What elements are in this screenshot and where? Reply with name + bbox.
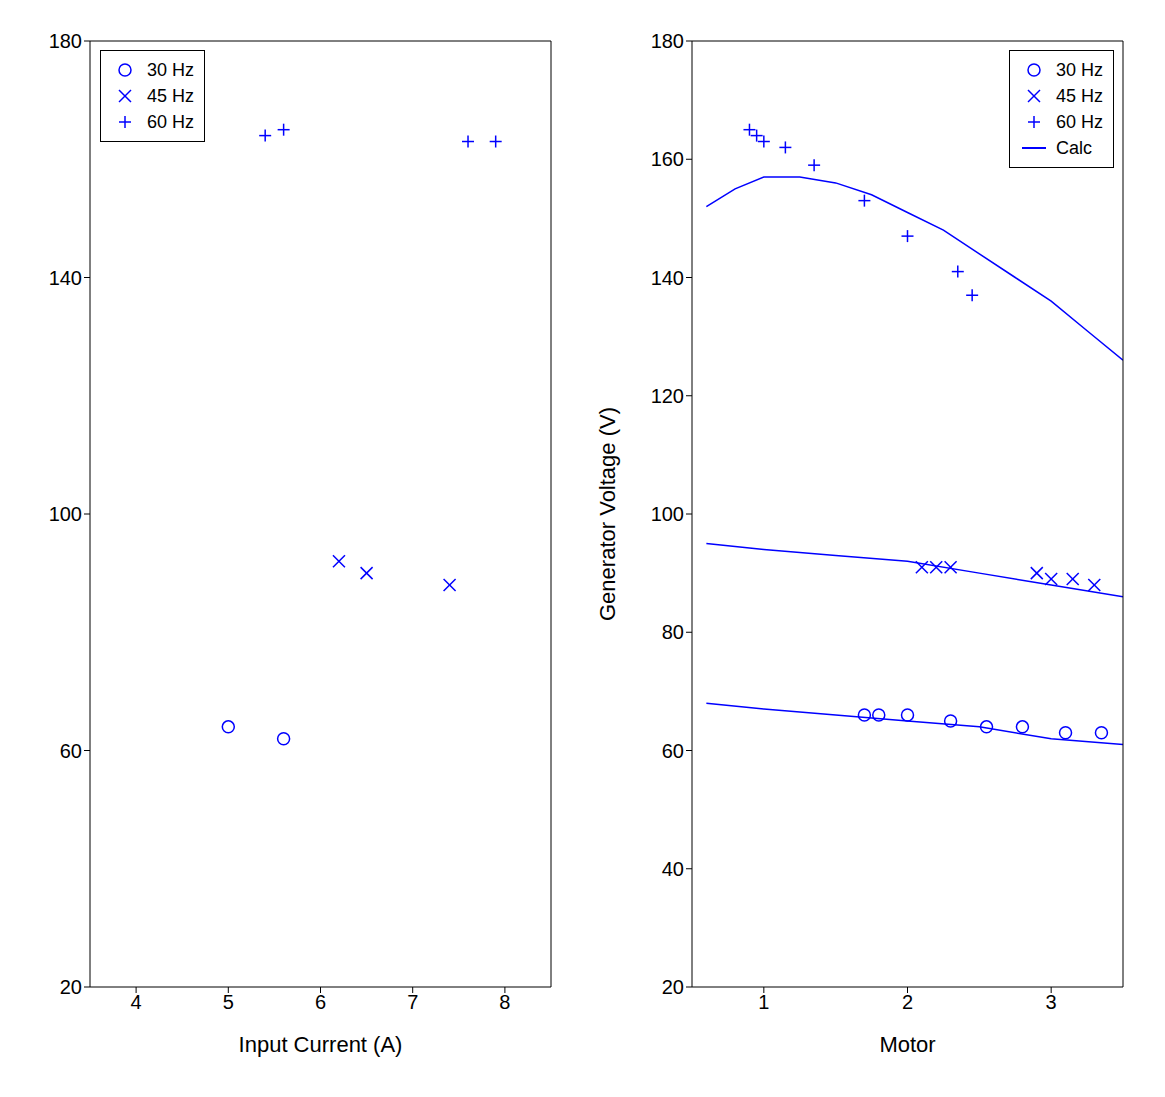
svg-text:20: 20	[60, 976, 82, 998]
svg-text:8: 8	[499, 991, 510, 1013]
svg-text:140: 140	[651, 267, 684, 289]
svg-text:140: 140	[49, 267, 82, 289]
svg-text:180: 180	[49, 30, 82, 52]
svg-text:100: 100	[651, 503, 684, 525]
svg-text:Input Current (A): Input Current (A)	[239, 1032, 403, 1057]
svg-text:3: 3	[1046, 991, 1057, 1013]
svg-text:100: 100	[49, 503, 82, 525]
svg-text:80: 80	[662, 621, 684, 643]
svg-text:40: 40	[662, 858, 684, 880]
svg-text:2: 2	[902, 991, 913, 1013]
html-text:45 Hz: 45 Hz	[1056, 86, 1103, 106]
html-text:30 Hz: 30 Hz	[147, 60, 194, 80]
html-text:45 Hz: 45 Hz	[147, 86, 194, 106]
html-text:30 Hz: 30 Hz	[1056, 60, 1103, 80]
svg-text:5: 5	[223, 991, 234, 1013]
svg-text:Motor: Motor	[879, 1032, 935, 1057]
svg-text:6: 6	[315, 991, 326, 1013]
svg-text:7: 7	[407, 991, 418, 1013]
html-text:60 Hz: 60 Hz	[147, 112, 194, 132]
svg-text:60: 60	[60, 740, 82, 762]
svg-text:160: 160	[651, 148, 684, 170]
svg-text:180: 180	[651, 30, 684, 52]
svg-text:60: 60	[662, 740, 684, 762]
svg-text:20: 20	[662, 976, 684, 998]
html-text:60 Hz: 60 Hz	[1056, 112, 1103, 132]
svg-text:Generator Voltage (V): Generator Voltage (V)	[595, 407, 620, 621]
svg-text:120: 120	[651, 385, 684, 407]
svg-text:1: 1	[758, 991, 769, 1013]
html-text:Calc: Calc	[1056, 138, 1092, 158]
svg-text:4: 4	[131, 991, 142, 1013]
